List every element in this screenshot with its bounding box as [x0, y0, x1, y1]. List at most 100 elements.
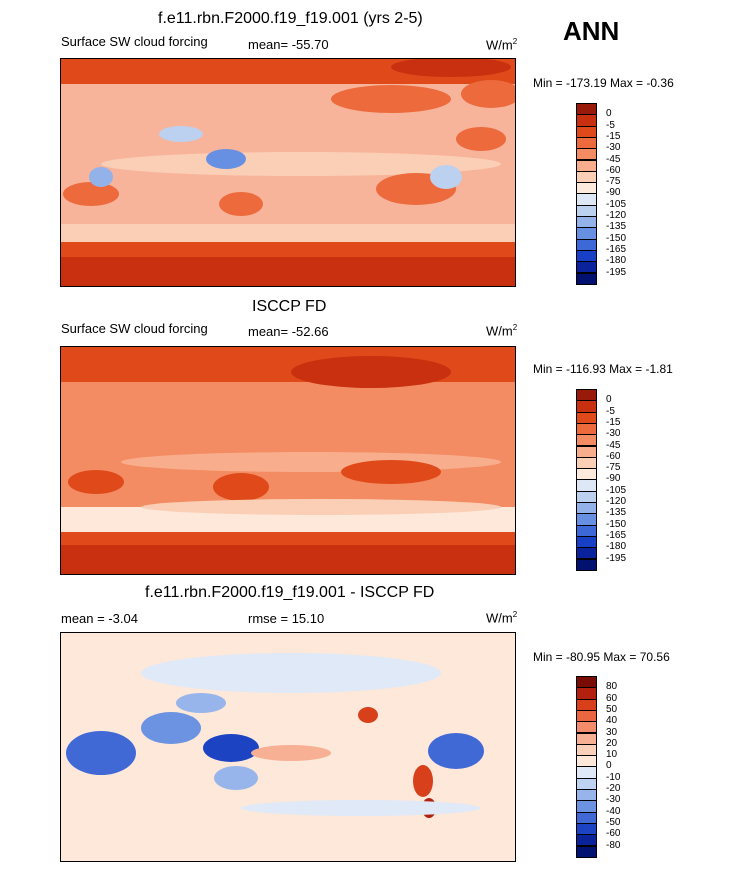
- colorbar-tick-label: -135: [606, 221, 627, 233]
- aus-blue: [214, 766, 258, 790]
- panel2-title: ISCCP FD: [252, 298, 327, 315]
- colorbar-tick-label: -15: [606, 416, 621, 428]
- colorbar-tick-label: -30: [606, 428, 621, 440]
- panel3-map: [60, 632, 516, 862]
- panel3-mean: mean = -3.04: [61, 611, 138, 626]
- panel1-units: W/m2: [486, 37, 518, 53]
- colorbar-tick-label: -30: [606, 794, 621, 806]
- mc-blue: [203, 734, 259, 762]
- colorbar-tick-label: -75: [606, 176, 621, 188]
- colorbar-tick-label: -195: [606, 266, 627, 278]
- southern-band: [61, 256, 515, 286]
- colorbar-tick-label: -150: [606, 518, 627, 530]
- colorbar-tick-label: -105: [606, 198, 627, 210]
- panel1-minmax: Min = -173.19 Max = -0.36: [533, 76, 674, 90]
- eq-pale: [121, 452, 501, 472]
- india-blue: [141, 712, 201, 744]
- colorbar-tick-label: -75: [606, 462, 621, 474]
- panel2-colorbar: 0 -5 -15 -30 -45 -60 -75 -90 -105 -120 -135 -150 -16…: [576, 389, 636, 571]
- eq-band: [101, 152, 501, 176]
- peru-red: [413, 765, 433, 797]
- sc-peru: [341, 460, 441, 484]
- natl-sc: [456, 127, 506, 151]
- wp-blue: [206, 149, 246, 169]
- sh-blue: [241, 800, 481, 816]
- panel1-colorbar: 0 -5 -15 -30 -45 -60 -75 -90 -105 -120 -135 -150 -16…: [576, 103, 636, 285]
- colorbar-tick-label: 0: [606, 108, 612, 120]
- panel3-colorbar: 80 60 50 40 30 20 10 0 -10 -20 -30 -40 -50 -60 -80: [576, 676, 636, 858]
- panel2-map: [60, 346, 516, 575]
- africa-blue: [89, 167, 113, 187]
- arctic-dark: [391, 59, 511, 77]
- colorbar-tick-label: -40: [606, 805, 621, 817]
- colorbar-tick-label: -15: [606, 130, 621, 142]
- australia: [213, 473, 269, 501]
- australia-red: [219, 192, 263, 216]
- colorbar-tick-label: 50: [606, 703, 618, 715]
- colorbar-tick-label: 40: [606, 715, 618, 727]
- colorbar-tick-label: -60: [606, 828, 621, 840]
- panel1-title: f.e11.rbn.F2000.f19_f19.001 (yrs 2-5): [158, 10, 423, 27]
- season-label: ANN: [563, 16, 620, 46]
- panel1-left-label: Surface SW cloud forcing: [61, 34, 208, 49]
- colorbar-tick-label: -60: [606, 450, 621, 462]
- sh-pale: [141, 499, 501, 515]
- colorbar-tick-label: 0: [606, 760, 612, 772]
- colorbar-tick-label: -50: [606, 816, 621, 828]
- amazon-blue: [430, 165, 462, 189]
- california-red: [358, 707, 378, 723]
- colorbar-tick-label: -165: [606, 243, 627, 255]
- colorbar-tick-label: 80: [606, 681, 618, 693]
- southern-pale: [61, 224, 515, 242]
- panel3-title: f.e11.rbn.F2000.f19_f19.001 - ISCCP FD: [145, 584, 435, 601]
- colorbar-tick-label: -10: [606, 771, 621, 783]
- tibet-blue: [176, 693, 226, 713]
- panel1-map: [60, 58, 516, 287]
- panel1-mean: mean= -55.70: [248, 37, 329, 52]
- colorbar-tick-label: -45: [606, 439, 621, 451]
- africa-blue: [66, 731, 136, 775]
- colorbar-tick-label: -45: [606, 153, 621, 165]
- panel3-minmax: Min = -80.95 Max = 70.56: [533, 650, 670, 664]
- npac-dark: [291, 356, 451, 388]
- colorbar-tick-label: 20: [606, 737, 618, 749]
- natl-storm: [461, 80, 515, 108]
- colorbar-tick-label: -90: [606, 187, 621, 199]
- colorbar-tick-label: 10: [606, 749, 618, 761]
- north-blue: [141, 653, 441, 693]
- colorbar-tick-label: 60: [606, 692, 618, 704]
- colorbar-tick-label: -30: [606, 142, 621, 154]
- amazon-blue: [428, 733, 484, 769]
- colorbar-tick-label: -80: [606, 839, 621, 851]
- colorbar-tick-label: -20: [606, 783, 621, 794]
- colorbar-tick-label: -90: [606, 473, 621, 485]
- colorbar-tick-label: -180: [606, 541, 627, 553]
- colorbar-swatch: [576, 272, 597, 285]
- colorbar-tick-label: -5: [606, 119, 615, 131]
- colorbar-tick-label: -120: [606, 496, 627, 507]
- colorbar-tick-label: -195: [606, 552, 627, 564]
- panel3-units: W/m2: [486, 610, 518, 626]
- panel2-left-label: Surface SW cloud forcing: [61, 321, 208, 336]
- pac-red: [251, 745, 331, 761]
- colorbar-tick-label: 30: [606, 726, 618, 738]
- colorbar-tick-label: -60: [606, 164, 621, 176]
- sc-namibia: [63, 182, 119, 206]
- panel2-minmax: Min = -116.93 Max = -1.81: [533, 362, 673, 376]
- southern-band-2: [61, 241, 515, 257]
- colorbar-tick-label: -5: [606, 405, 615, 417]
- colorbar-tick-label: 0: [606, 394, 612, 406]
- npac-storm: [331, 85, 451, 113]
- panel2-units: W/m2: [486, 323, 518, 339]
- colorbar-tick-label: -165: [606, 529, 627, 541]
- colorbar-tick-label: -150: [606, 232, 627, 244]
- colorbar-swatch: [576, 845, 597, 858]
- colorbar-tick-label: -105: [606, 484, 627, 496]
- tibet-blue: [159, 126, 203, 142]
- colorbar-swatch: [576, 558, 597, 571]
- panel3-rmse: rmse = 15.10: [248, 611, 325, 626]
- colorbar-tick-label: -180: [606, 255, 627, 267]
- sc-namibia: [68, 470, 124, 494]
- southern-band: [61, 544, 515, 574]
- panel2-mean: mean= -52.66: [248, 324, 329, 339]
